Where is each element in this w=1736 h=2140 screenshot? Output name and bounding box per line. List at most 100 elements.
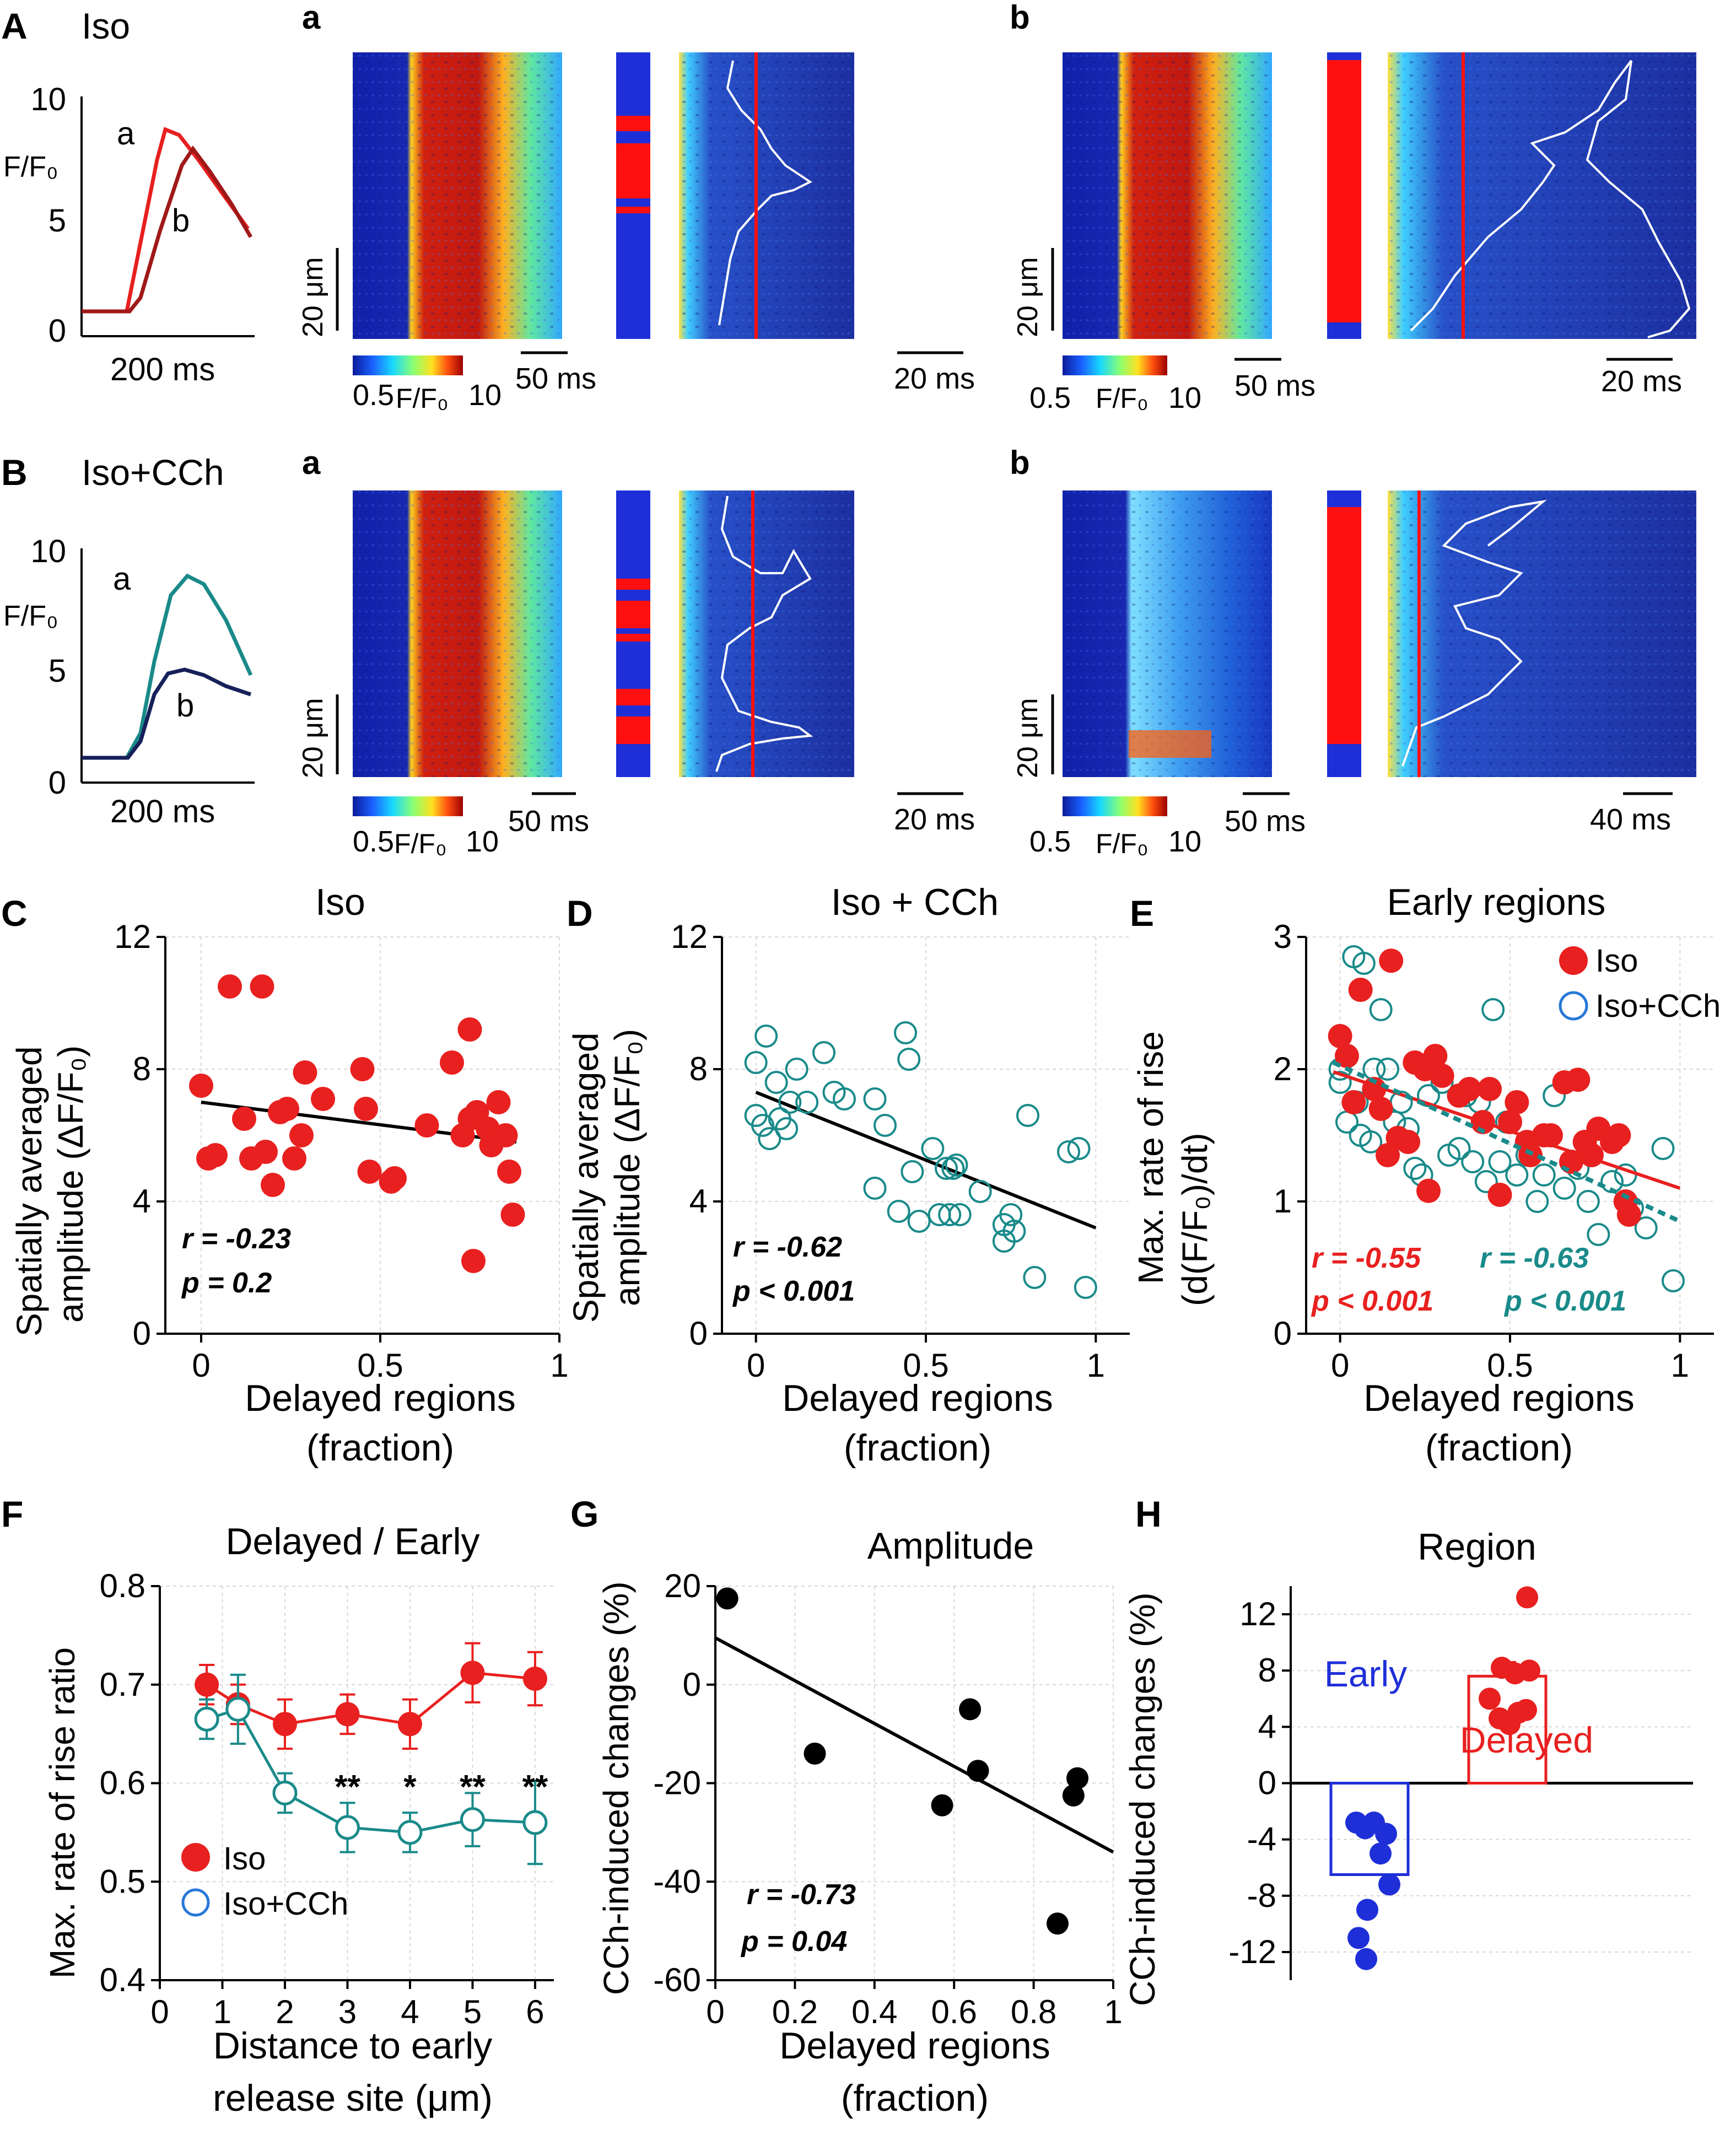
- colorbar-unit: F/F₀: [1096, 828, 1149, 859]
- x-tick-label: 1: [1087, 1347, 1105, 1384]
- region-map-blue-band: [1327, 744, 1361, 777]
- colorbar-min: 0.5: [1029, 381, 1071, 414]
- data-point: [1354, 1817, 1376, 1840]
- data-point: [775, 1117, 799, 1140]
- stat-r: r = -0.73: [747, 1879, 856, 1911]
- stat-iso-r: r = -0.55: [1312, 1242, 1421, 1274]
- y-tick-label: 0.7: [100, 1666, 145, 1703]
- data-point: [414, 1113, 439, 1138]
- chart-title: Amplitude: [867, 1525, 1034, 1567]
- data-point: [1552, 1177, 1576, 1200]
- y-axis-label: Max. rate of rise ratio: [42, 1647, 82, 1979]
- panel-letter-a: a: [302, 0, 321, 36]
- region-map-blue-band: [1327, 322, 1361, 339]
- y-tick-label: 0: [689, 1315, 708, 1352]
- y-tick-label: -12: [1228, 1933, 1276, 1970]
- data-point: [397, 1820, 423, 1845]
- data-point: [1074, 1276, 1097, 1299]
- data-point: [1046, 1912, 1069, 1935]
- panel-letter-E: E: [1130, 893, 1154, 934]
- x-axis-label: (fraction): [844, 1427, 991, 1469]
- data-point: [764, 1071, 788, 1094]
- data-point: [1606, 1123, 1631, 1147]
- y-axis-label: Spatially averaged: [566, 1032, 606, 1323]
- scale-bar-space-label: 20 μm: [297, 698, 329, 778]
- colorbar-min: 0.5: [1029, 825, 1071, 858]
- data-point: [1359, 1130, 1383, 1153]
- panel-letter-F: F: [1, 1494, 23, 1534]
- trace-ytick: 10: [30, 533, 66, 569]
- data-point: [1516, 1586, 1538, 1609]
- panel-letter-a: a: [302, 444, 321, 481]
- colorbar-unit: F/F₀: [394, 828, 447, 859]
- chart-title: Iso: [315, 881, 365, 923]
- data-point: [1335, 1044, 1359, 1068]
- region-map-blue-band: [1327, 52, 1361, 60]
- data-point: [289, 1123, 314, 1147]
- x-tick-label: 1: [550, 1347, 568, 1384]
- fit-line: [714, 1636, 1114, 1854]
- data-point: [935, 1157, 958, 1180]
- region-map-b: [1327, 490, 1361, 777]
- data-point: [493, 1123, 518, 1147]
- data-point: [1461, 1150, 1485, 1173]
- data-point: [354, 1097, 378, 1121]
- y-tick-label: 0: [133, 1315, 151, 1352]
- y-axis-label: Spatially averaged: [9, 1046, 49, 1336]
- x-tick-label: 0.5: [903, 1347, 948, 1384]
- y-axis-label: (d(F/F₀)/dt): [1175, 1133, 1215, 1306]
- data-point: [275, 1097, 299, 1121]
- significance-marker: **: [522, 1768, 548, 1805]
- data-point: [901, 1160, 924, 1183]
- data-point: [1057, 1140, 1080, 1163]
- series-line-iso: [206, 1671, 536, 1726]
- x-tick-label: 0.2: [772, 1993, 818, 2030]
- legend-label: Iso+CCh: [1595, 988, 1721, 1024]
- chart-H: -12 -8 -4 0 4 8 12 Region CCh-induced changes (%…: [1123, 1526, 1693, 2006]
- x-tick-label: 5: [463, 1993, 482, 2030]
- legend-marker-iso: [1559, 946, 1588, 975]
- row-b-trace-plot: 10 5 0 F/F₀ a b 200 ms: [3, 533, 255, 829]
- data-point: [1023, 1266, 1047, 1289]
- x-tick-label: 0.5: [1487, 1347, 1533, 1384]
- data-point: [1341, 1090, 1366, 1114]
- stat-p: p = 0.04: [740, 1926, 847, 1958]
- data-point: [1487, 1183, 1512, 1207]
- data-point: [751, 1114, 774, 1137]
- legend-label: Iso: [1595, 943, 1638, 979]
- data-point: [758, 1127, 781, 1150]
- stat-p: p < 0.001: [732, 1275, 855, 1307]
- trace-ylabel: F/F₀: [3, 600, 58, 632]
- data-point: [1481, 998, 1505, 1021]
- trace-label-b: b: [172, 203, 190, 239]
- data-point: [1067, 1137, 1091, 1160]
- x-axis-label: (fraction): [1425, 1427, 1573, 1469]
- data-point: [907, 1210, 931, 1233]
- onset-trace-b: [1410, 60, 1691, 338]
- data-point: [1379, 948, 1404, 973]
- chart-D: 0 4 8 12 0 0.5 1 Iso + CCh Spatially averaged amp…: [566, 881, 1130, 1469]
- x-tick-label: 0.4: [851, 1993, 897, 2030]
- data-point: [194, 1706, 219, 1732]
- y-axis-label: amplitude (ΔF/F₀): [607, 1029, 647, 1306]
- region-map-red-band: [616, 634, 650, 642]
- data-point: [812, 1041, 835, 1064]
- data-point: [1352, 952, 1376, 975]
- y-tick-label: -4: [1247, 1821, 1276, 1858]
- scale-bar-time-zoom-label: 40 ms: [1590, 803, 1671, 836]
- data-point: [335, 1815, 360, 1840]
- data-point: [461, 1249, 486, 1273]
- trace-b-line: [82, 145, 253, 314]
- data-point: [440, 1050, 464, 1075]
- data-point: [261, 1173, 285, 1197]
- data-point: [931, 1794, 953, 1816]
- legend-marker-cch: [181, 1888, 210, 1917]
- y-tick-label: 0.4: [100, 1961, 145, 1998]
- data-point: [232, 1107, 256, 1131]
- data-point: [921, 1137, 945, 1160]
- x-axis-label: (fraction): [841, 2077, 989, 2119]
- data-point: [225, 1696, 251, 1722]
- x-axis-label: Distance to early: [213, 2025, 492, 2067]
- scale-bar-time-label: 50 ms: [1225, 805, 1306, 838]
